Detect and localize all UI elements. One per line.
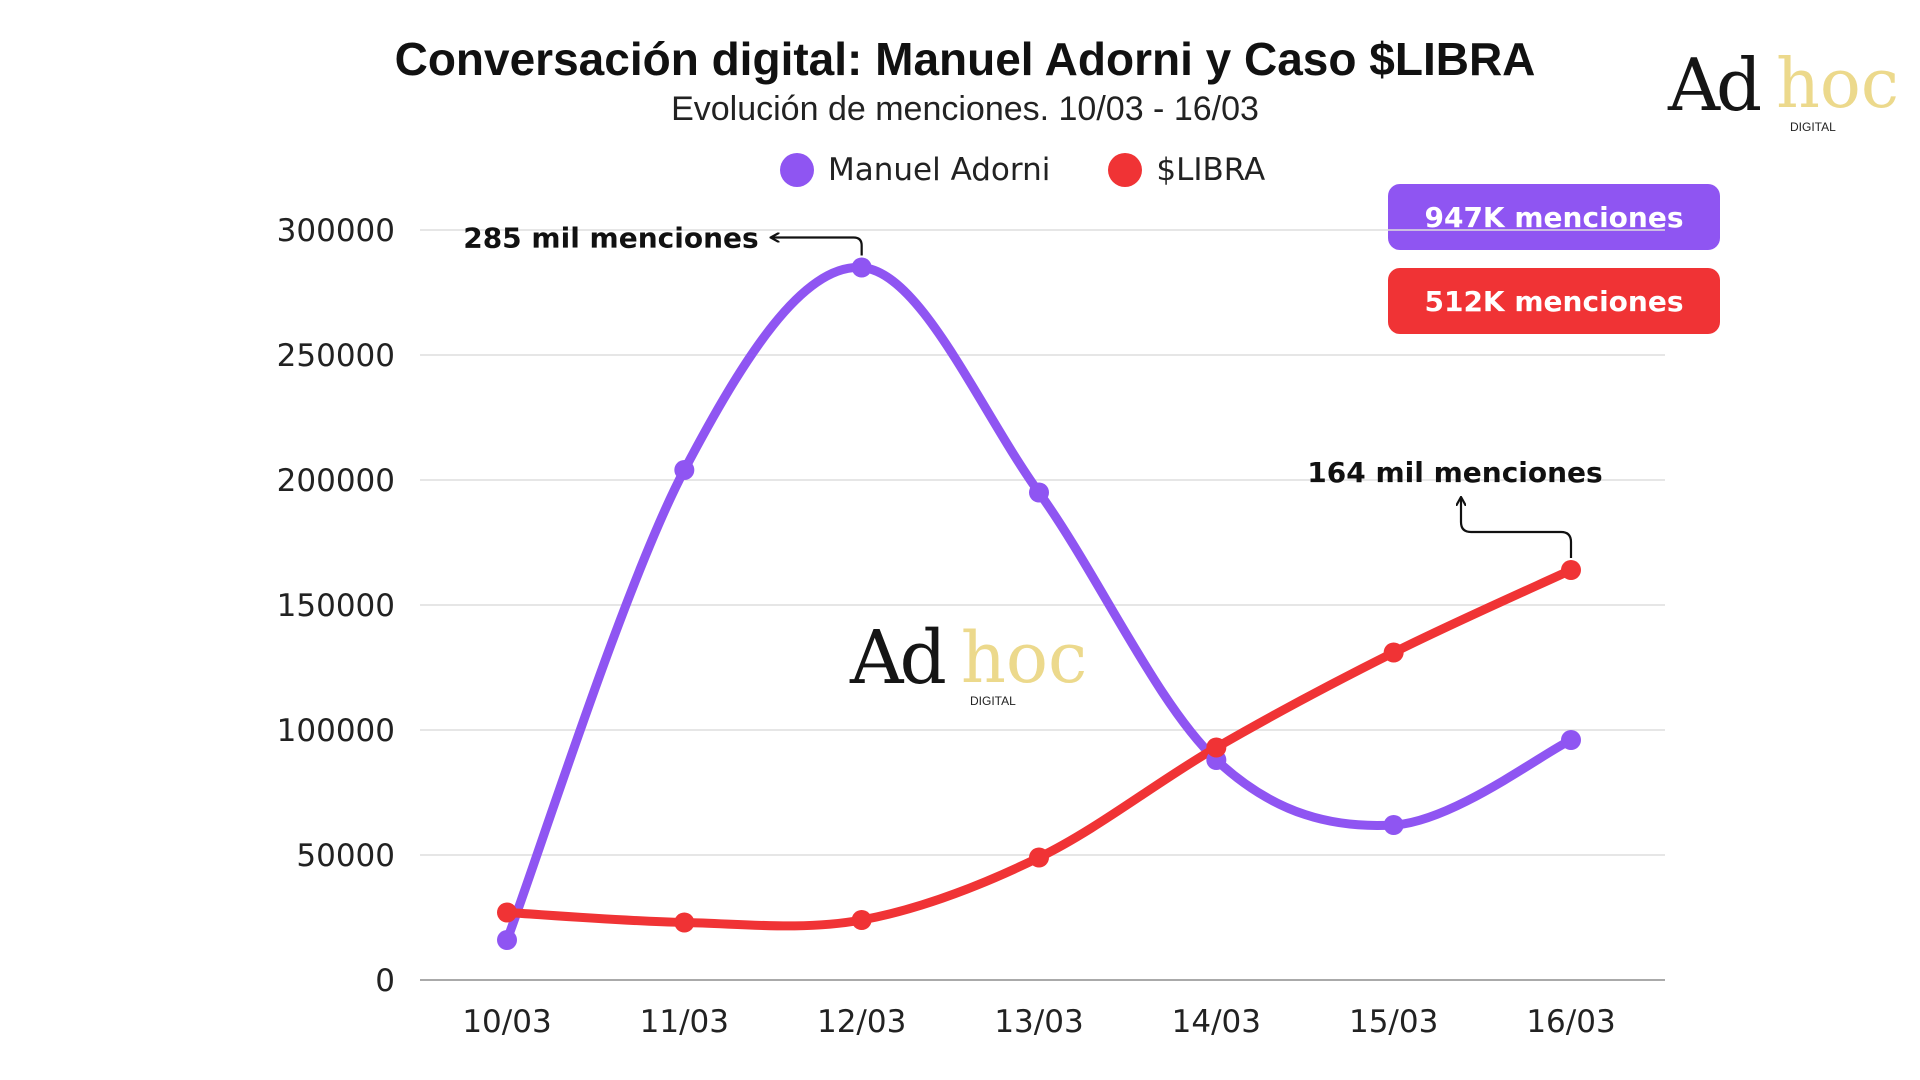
- legend-label-adorni: Manuel Adorni: [828, 152, 1051, 188]
- y-tick-label: 300000: [277, 213, 395, 249]
- logo-hoc-text: hoc: [1776, 45, 1899, 124]
- legend-label-libra: $LIBRA: [1156, 152, 1266, 188]
- y-axis: 0 50000 100000 150000 200000 250000 300000: [277, 213, 395, 999]
- x-tick-label: 10/03: [462, 1004, 551, 1040]
- logo-digital-text: DIGITAL: [1790, 120, 1836, 134]
- legend-marker-adorni-icon: [780, 153, 814, 187]
- data-point-libra: [1383, 642, 1404, 663]
- data-point-libra: [497, 902, 517, 923]
- adorni-total-badge: 947K menciones: [1388, 184, 1720, 250]
- data-point-adorni: [1561, 730, 1581, 750]
- y-tick-label: 50000: [296, 838, 395, 874]
- chart-title: Conversación digital: Manuel Adorni y Ca…: [394, 33, 1536, 85]
- data-point-libra: [1206, 737, 1227, 758]
- annotation-last-label: 164 mil menciones: [1307, 456, 1602, 489]
- data-points: [497, 257, 1581, 950]
- y-tick-label: 0: [375, 963, 395, 999]
- legend-marker-libra-icon: [1108, 153, 1143, 187]
- watermark-digital-text: DIGITAL: [970, 694, 1016, 708]
- data-point-libra: [851, 910, 872, 930]
- data-point-libra: [1561, 560, 1581, 580]
- y-tick-label: 150000: [277, 588, 395, 624]
- watermark-ad-text: Ad: [850, 615, 947, 701]
- y-tick-label: 100000: [277, 713, 395, 749]
- series-line-libra: [502, 565, 1576, 931]
- data-point-libra: [674, 912, 695, 933]
- x-tick-label: 13/03: [994, 1004, 1083, 1040]
- libra-total-badge: 512K menciones: [1388, 268, 1720, 334]
- series-line-adorni: [502, 262, 1576, 945]
- annotation-arrow-peak: [772, 238, 863, 256]
- data-point-adorni: [497, 930, 517, 950]
- legend-item-libra: $LIBRA: [1108, 152, 1265, 188]
- annotation-peak-label: 285 mil menciones: [463, 222, 758, 255]
- data-point-adorni: [674, 460, 695, 480]
- x-axis: 10/03 11/03 12/03 13/03 14/03 15/03 16/03: [462, 1004, 1615, 1040]
- data-point-libra: [1029, 847, 1049, 868]
- watermark-hoc-text: hoc: [960, 617, 1088, 699]
- x-tick-label: 12/03: [817, 1004, 906, 1040]
- y-tick-label: 200000: [277, 463, 395, 499]
- x-tick-label: 15/03: [1349, 1004, 1438, 1040]
- logo-ad-text: Ad: [1668, 43, 1762, 127]
- annotation-arrow-last: [1461, 498, 1573, 558]
- x-tick-label: 11/03: [640, 1004, 729, 1040]
- data-point-adorni: [851, 257, 872, 278]
- y-tick-label: 250000: [277, 338, 395, 374]
- adhoc-watermark-logo: Ad hoc DIGITAL: [850, 615, 1088, 708]
- data-point-adorni: [1029, 482, 1049, 503]
- gridlines: [420, 229, 1665, 981]
- data-point-adorni: [1383, 815, 1404, 835]
- legend-item-adorni: Manuel Adorni: [780, 152, 1050, 188]
- chart-subtitle: Evolución de menciones. 10/03 - 16/03: [671, 90, 1259, 128]
- legend: Manuel Adorni $LIBRA: [780, 146, 1323, 194]
- adhoc-logo: Ad hoc DIGITAL: [1668, 43, 1899, 135]
- annotations: 285 mil menciones 164 mil menciones: [463, 222, 1603, 558]
- x-tick-label: 14/03: [1172, 1004, 1261, 1040]
- x-tick-label: 16/03: [1526, 1004, 1615, 1040]
- series-lines: [502, 262, 1576, 945]
